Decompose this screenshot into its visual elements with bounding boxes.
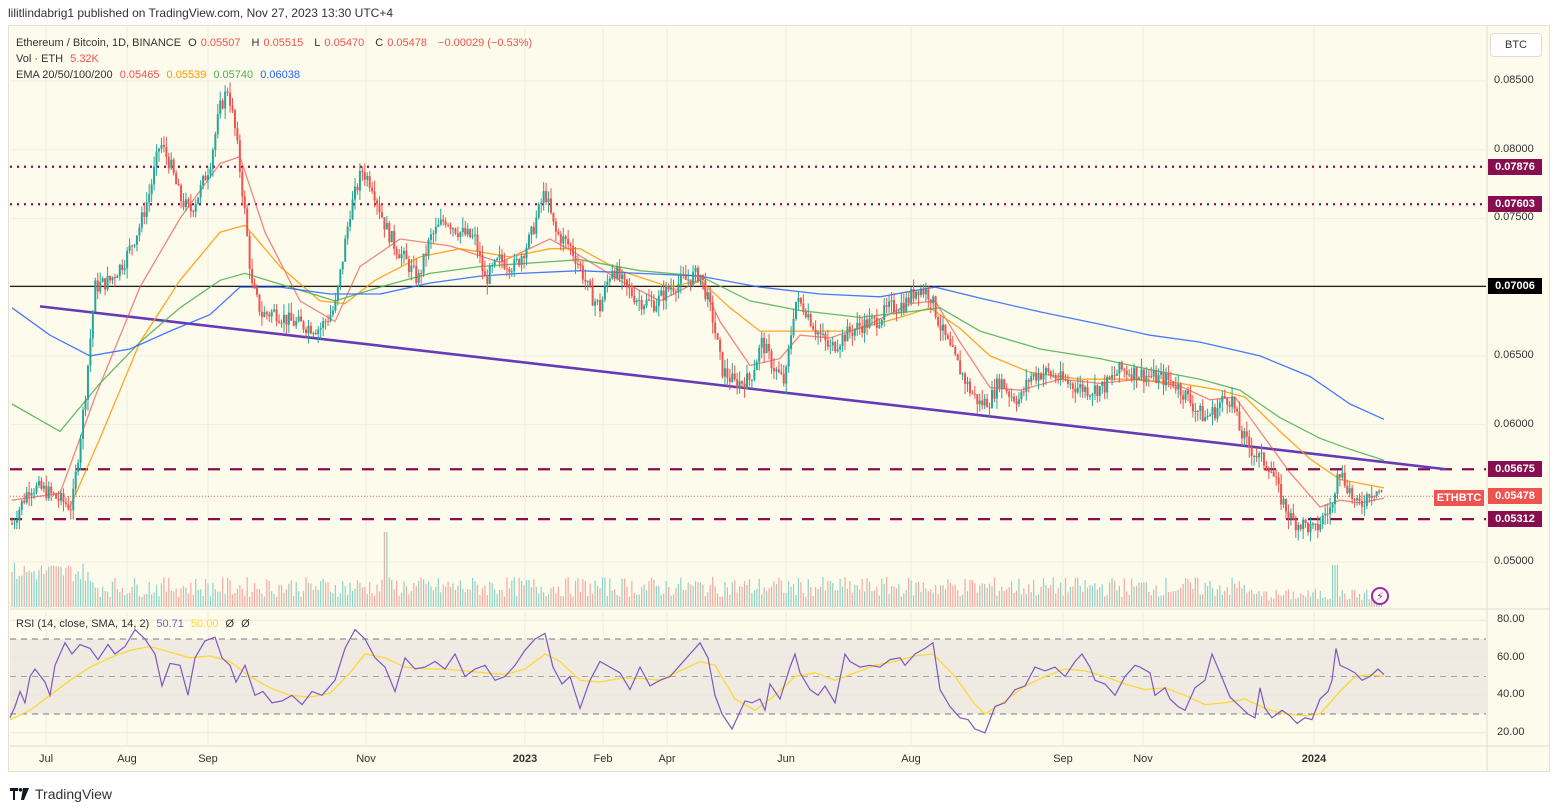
ema-line xyxy=(11,155,1385,508)
ema-line xyxy=(69,224,1385,508)
ema100-value: 0.05740 xyxy=(213,69,254,81)
time-tick-label: Jun xyxy=(777,753,795,765)
ema-label[interactable]: EMA 20/50/100/200 xyxy=(16,69,113,81)
rsi-sma-value: 50.00 xyxy=(190,618,219,630)
level-price-tag: 0.07876 xyxy=(1488,158,1542,175)
rsi-tick-label: 40.00 xyxy=(1497,688,1525,701)
rsi-value: 50.71 xyxy=(156,618,184,630)
time-tick-label: 2023 xyxy=(512,753,538,765)
currency-unit-button[interactable]: BTC xyxy=(1490,33,1542,57)
price-tick-label: 0.06500 xyxy=(1494,348,1534,361)
ema20-value: 0.05465 xyxy=(119,69,160,81)
close-value: 0.05478 xyxy=(387,37,427,49)
footer-brand-text: TradingView xyxy=(35,786,113,802)
volume-label[interactable]: Vol · ETH xyxy=(16,53,64,65)
grid xyxy=(10,26,1486,745)
lightning-bolt-icon[interactable]: ⚡ xyxy=(1371,587,1389,605)
time-tick-label: Sep xyxy=(1053,753,1073,765)
volume-bars xyxy=(11,532,1383,607)
time-tick-label: Aug xyxy=(901,753,921,765)
time-tick-label: 2024 xyxy=(1301,753,1327,765)
volume-value: 5.32K xyxy=(70,53,99,65)
high-value: 0.05515 xyxy=(263,37,304,49)
trendline[interactable] xyxy=(39,305,1447,471)
change-value: −0.00029 (−0.53%) xyxy=(438,37,533,49)
price-tick-label: 0.08500 xyxy=(1494,74,1534,86)
low-value: 0.05470 xyxy=(324,37,365,49)
candles xyxy=(11,82,1383,542)
symbol-name[interactable]: Ethereum / Bitcoin, 1D, BINANCE xyxy=(16,37,182,49)
footer-brand[interactable]: TradingView xyxy=(10,786,112,802)
symbol-tag: ETHBTC xyxy=(1434,490,1484,506)
ema-line xyxy=(11,259,1385,461)
level-price-tag: 0.07006 xyxy=(1488,278,1542,295)
volume-legend: Vol · ETH 5.32K xyxy=(16,53,103,65)
ema50-value: 0.05539 xyxy=(166,69,207,81)
ema-legend: EMA 20/50/100/200 0.05465 0.05539 0.0574… xyxy=(16,69,304,81)
time-tick-label: Feb xyxy=(593,753,613,765)
time-tick-label: Sep xyxy=(198,753,218,765)
rsi-extra-1: Ø xyxy=(225,618,235,630)
level-price-tag: 0.05312 xyxy=(1488,511,1542,528)
level-price-tag: 0.05675 xyxy=(1488,461,1542,478)
time-tick-label: Jul xyxy=(38,753,54,765)
time-tick-label: Aug xyxy=(117,753,137,765)
rsi-extra-2: Ø xyxy=(241,618,250,630)
last-price-tag: 0.05478 xyxy=(1488,488,1542,505)
rsi-tick-label: 60.00 xyxy=(1497,650,1525,663)
price-tick-label: 0.06000 xyxy=(1494,417,1534,430)
time-tick-label: Nov xyxy=(1133,753,1153,765)
ema-line xyxy=(11,270,1385,420)
level-price-tag: 0.07603 xyxy=(1488,196,1542,213)
rsi-pane xyxy=(9,619,1486,734)
time-tick-label: Nov xyxy=(356,753,376,765)
price-tick-label: 0.07500 xyxy=(1494,211,1534,224)
price-tick-label: 0.08000 xyxy=(1494,142,1534,155)
horizontal-levels[interactable] xyxy=(10,165,1486,521)
symbol-legend: Ethereum / Bitcoin, 1D, BINANCE O 0.05507… xyxy=(16,37,533,49)
rsi-tick-label: 80.00 xyxy=(1497,613,1525,626)
price-tick-label: 0.05000 xyxy=(1494,555,1534,567)
ema200-value: 0.06038 xyxy=(260,69,300,81)
open-value: 0.05507 xyxy=(200,37,241,49)
time-tick-label: Apr xyxy=(658,753,676,765)
rsi-tick-label: 20.00 xyxy=(1497,725,1525,738)
publish-header: lilitlindabrig1 published on TradingView… xyxy=(8,6,394,20)
rsi-legend: RSI (14, close, SMA, 14, 2) 50.71 50.00 … xyxy=(16,618,254,630)
tradingview-logo-icon xyxy=(10,788,29,800)
rsi-label[interactable]: RSI (14, close, SMA, 14, 2) xyxy=(16,618,150,630)
